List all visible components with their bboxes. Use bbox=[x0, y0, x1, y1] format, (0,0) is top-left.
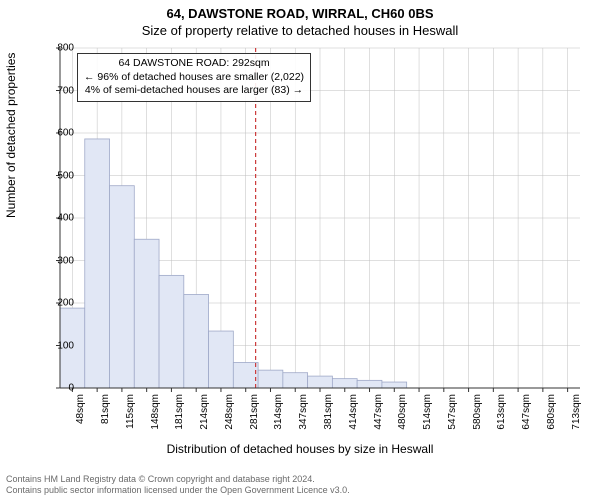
y-tick-label: 800 bbox=[57, 43, 74, 54]
x-tick-label: 680sqm bbox=[546, 394, 557, 430]
x-axis-label: Distribution of detached houses by size … bbox=[0, 442, 600, 456]
x-tick-label: 480sqm bbox=[397, 394, 408, 430]
x-tick-label: 115sqm bbox=[125, 394, 136, 429]
x-tick-label: 381sqm bbox=[323, 394, 334, 430]
histogram-bar bbox=[308, 376, 333, 388]
callout-line-3: 4% of semi-detached houses are larger (8… bbox=[84, 84, 304, 98]
x-tick-label: 48sqm bbox=[75, 394, 86, 424]
y-tick-label: 100 bbox=[57, 340, 74, 351]
x-tick-label: 214sqm bbox=[199, 394, 210, 430]
x-tick-label: 580sqm bbox=[472, 394, 483, 430]
y-tick-label: 700 bbox=[57, 85, 74, 96]
x-tick-label: 447sqm bbox=[373, 394, 384, 430]
y-tick-label: 0 bbox=[68, 383, 74, 394]
histogram-bar bbox=[332, 379, 357, 388]
callout-line-2: ← 96% of detached houses are smaller (2,… bbox=[84, 71, 304, 85]
x-tick-label: 281sqm bbox=[249, 394, 260, 430]
histogram-bar bbox=[258, 370, 283, 388]
x-tick-label: 713sqm bbox=[571, 394, 582, 430]
y-axis-label: Number of detached properties bbox=[4, 53, 18, 218]
y-tick-label: 400 bbox=[57, 213, 74, 224]
highlight-callout: 64 DAWSTONE ROAD: 292sqm ← 96% of detach… bbox=[77, 53, 311, 102]
histogram-bar bbox=[283, 373, 308, 388]
histogram-bar bbox=[382, 382, 407, 388]
x-tick-label: 248sqm bbox=[224, 394, 235, 430]
x-tick-label: 347sqm bbox=[298, 394, 309, 430]
histogram-bar bbox=[110, 186, 135, 388]
x-tick-label: 181sqm bbox=[174, 394, 185, 430]
histogram-bar bbox=[159, 275, 184, 388]
histogram-bar bbox=[134, 239, 159, 388]
footer-line-2: Contains public sector information licen… bbox=[6, 485, 350, 496]
page-subtitle: Size of property relative to detached ho… bbox=[0, 21, 600, 38]
histogram-bar bbox=[85, 139, 110, 388]
histogram-bar bbox=[209, 331, 234, 388]
histogram-bar bbox=[357, 380, 382, 388]
callout-line-1: 64 DAWSTONE ROAD: 292sqm bbox=[84, 57, 304, 71]
x-tick-label: 81sqm bbox=[100, 394, 111, 424]
x-tick-label: 514sqm bbox=[422, 394, 433, 430]
y-tick-label: 300 bbox=[57, 255, 74, 266]
y-tick-label: 600 bbox=[57, 128, 74, 139]
footer-line-1: Contains HM Land Registry data © Crown c… bbox=[6, 474, 350, 485]
y-tick-label: 200 bbox=[57, 298, 74, 309]
histogram-bar bbox=[184, 295, 209, 389]
histogram-bar bbox=[233, 363, 258, 389]
page-title: 64, DAWSTONE ROAD, WIRRAL, CH60 0BS bbox=[0, 0, 600, 21]
footer-attribution: Contains HM Land Registry data © Crown c… bbox=[6, 474, 350, 497]
x-tick-label: 647sqm bbox=[521, 394, 532, 430]
x-tick-label: 414sqm bbox=[348, 394, 359, 430]
x-tick-label: 547sqm bbox=[447, 394, 458, 430]
x-tick-label: 148sqm bbox=[150, 394, 161, 430]
x-tick-label: 613sqm bbox=[496, 394, 507, 430]
y-tick-label: 500 bbox=[57, 170, 74, 181]
x-tick-label: 314sqm bbox=[273, 394, 284, 430]
